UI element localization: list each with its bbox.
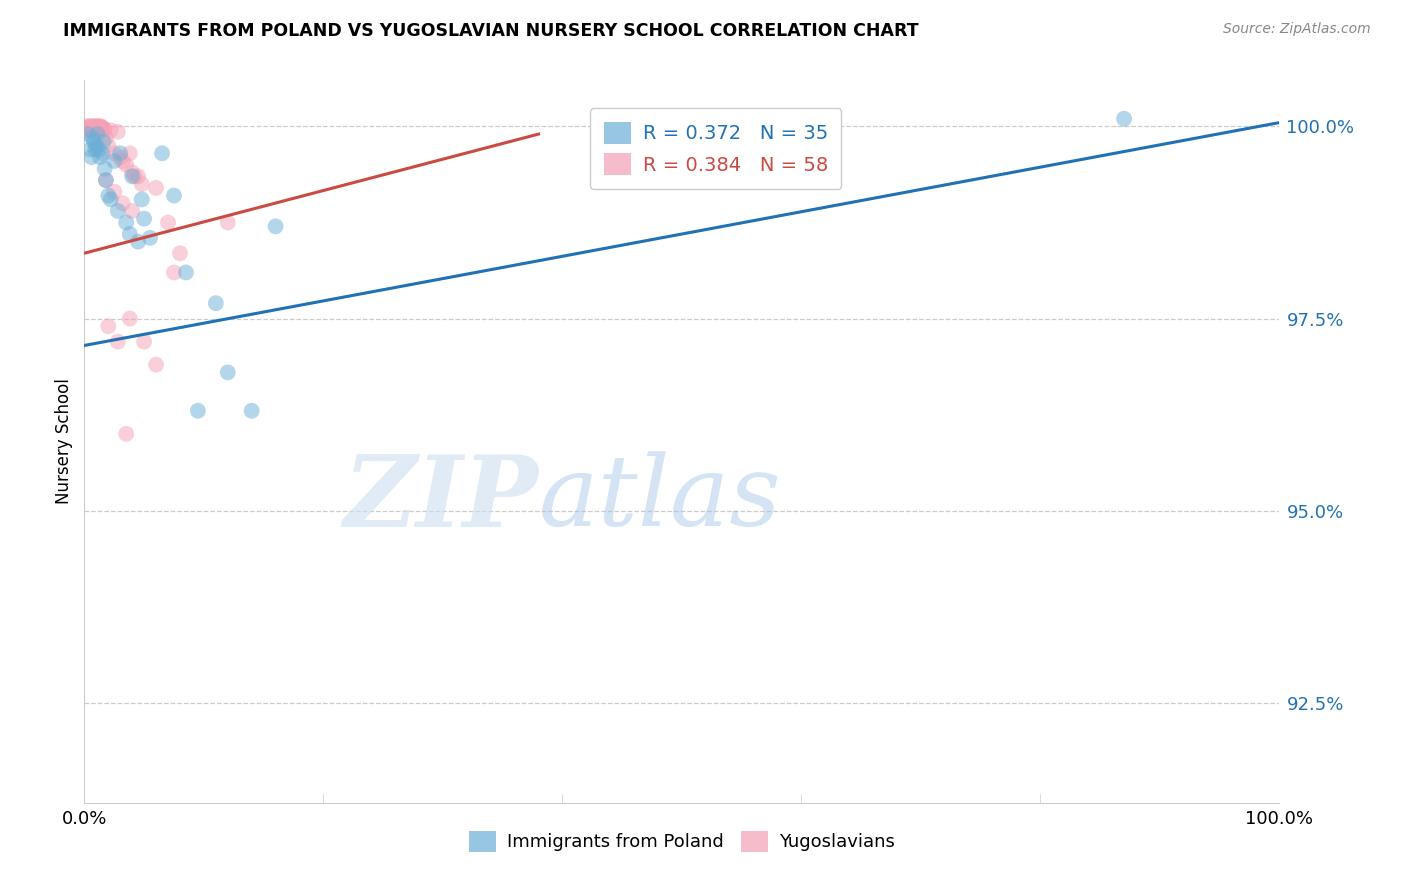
Point xyxy=(86,138,108,153)
Point xyxy=(107,125,129,139)
Point xyxy=(89,121,111,136)
Point xyxy=(86,120,108,135)
Point xyxy=(80,120,103,135)
Point xyxy=(77,123,100,137)
Point xyxy=(79,120,101,134)
Point xyxy=(87,143,110,157)
Text: IMMIGRANTS FROM POLAND VS YUGOSLAVIAN NURSERY SCHOOL CORRELATION CHART: IMMIGRANTS FROM POLAND VS YUGOSLAVIAN NU… xyxy=(63,22,920,40)
Point xyxy=(205,296,228,310)
Point xyxy=(115,426,138,441)
Point xyxy=(93,135,115,149)
Point xyxy=(80,120,103,134)
Point xyxy=(163,188,186,202)
Point xyxy=(121,203,143,218)
Point xyxy=(127,169,149,184)
Point xyxy=(79,120,101,135)
Point xyxy=(86,121,108,136)
Legend: Immigrants from Poland, Yugoslavians: Immigrants from Poland, Yugoslavians xyxy=(461,823,903,859)
Point xyxy=(110,150,132,164)
Point xyxy=(121,165,143,179)
Point xyxy=(145,358,167,372)
Point xyxy=(77,127,100,141)
Point xyxy=(77,120,100,135)
Point xyxy=(100,123,122,137)
Point xyxy=(84,120,107,134)
Point xyxy=(87,120,110,134)
Point xyxy=(91,146,114,161)
Point xyxy=(93,121,115,136)
Point xyxy=(79,143,101,157)
Y-axis label: Nursery School: Nursery School xyxy=(55,378,73,505)
Point xyxy=(100,193,122,207)
Point xyxy=(103,185,125,199)
Point xyxy=(145,181,167,195)
Point xyxy=(89,120,111,134)
Point xyxy=(187,404,209,418)
Point xyxy=(115,215,138,229)
Point xyxy=(264,219,287,234)
Point xyxy=(115,158,138,172)
Point xyxy=(83,121,105,136)
Point xyxy=(97,188,120,202)
Point xyxy=(83,120,105,134)
Point xyxy=(84,120,107,135)
Point xyxy=(131,177,153,191)
Point xyxy=(91,120,114,135)
Point xyxy=(111,196,134,211)
Point xyxy=(77,121,100,136)
Point xyxy=(94,173,117,187)
Point xyxy=(86,127,108,141)
Point xyxy=(97,138,120,153)
Point xyxy=(217,365,239,379)
Point xyxy=(82,120,104,134)
Point xyxy=(79,122,101,136)
Point xyxy=(82,131,104,145)
Point xyxy=(80,150,103,164)
Point xyxy=(240,404,263,418)
Point xyxy=(118,146,141,161)
Point xyxy=(139,231,162,245)
Point xyxy=(83,135,105,149)
Point xyxy=(93,122,115,136)
Text: atlas: atlas xyxy=(538,451,782,547)
Point xyxy=(90,120,112,134)
Point xyxy=(107,334,129,349)
Point xyxy=(127,235,149,249)
Point xyxy=(124,169,146,184)
Point xyxy=(103,153,125,168)
Point xyxy=(107,203,129,218)
Point xyxy=(86,120,108,134)
Point xyxy=(94,131,117,145)
Text: ZIP: ZIP xyxy=(343,451,538,548)
Point xyxy=(94,173,117,187)
Point xyxy=(150,146,173,161)
Point xyxy=(174,265,197,279)
Point xyxy=(86,122,108,136)
Point xyxy=(87,121,110,136)
Point xyxy=(76,120,98,134)
Point xyxy=(110,146,132,161)
Point xyxy=(121,169,143,184)
Point xyxy=(132,211,156,226)
Point xyxy=(111,153,134,168)
Point xyxy=(90,121,112,136)
Point xyxy=(97,319,120,334)
Point xyxy=(131,193,153,207)
Point xyxy=(1114,112,1136,126)
Point xyxy=(82,120,104,135)
Point xyxy=(86,120,108,134)
Point xyxy=(84,143,107,157)
Point xyxy=(77,120,100,134)
Point xyxy=(93,161,115,176)
Text: Source: ZipAtlas.com: Source: ZipAtlas.com xyxy=(1223,22,1371,37)
Point xyxy=(103,146,125,161)
Point xyxy=(132,334,156,349)
Point xyxy=(217,215,239,229)
Point xyxy=(169,246,191,260)
Point xyxy=(118,311,141,326)
Point xyxy=(89,150,111,164)
Point xyxy=(163,265,186,279)
Point xyxy=(157,215,180,229)
Point xyxy=(118,227,141,241)
